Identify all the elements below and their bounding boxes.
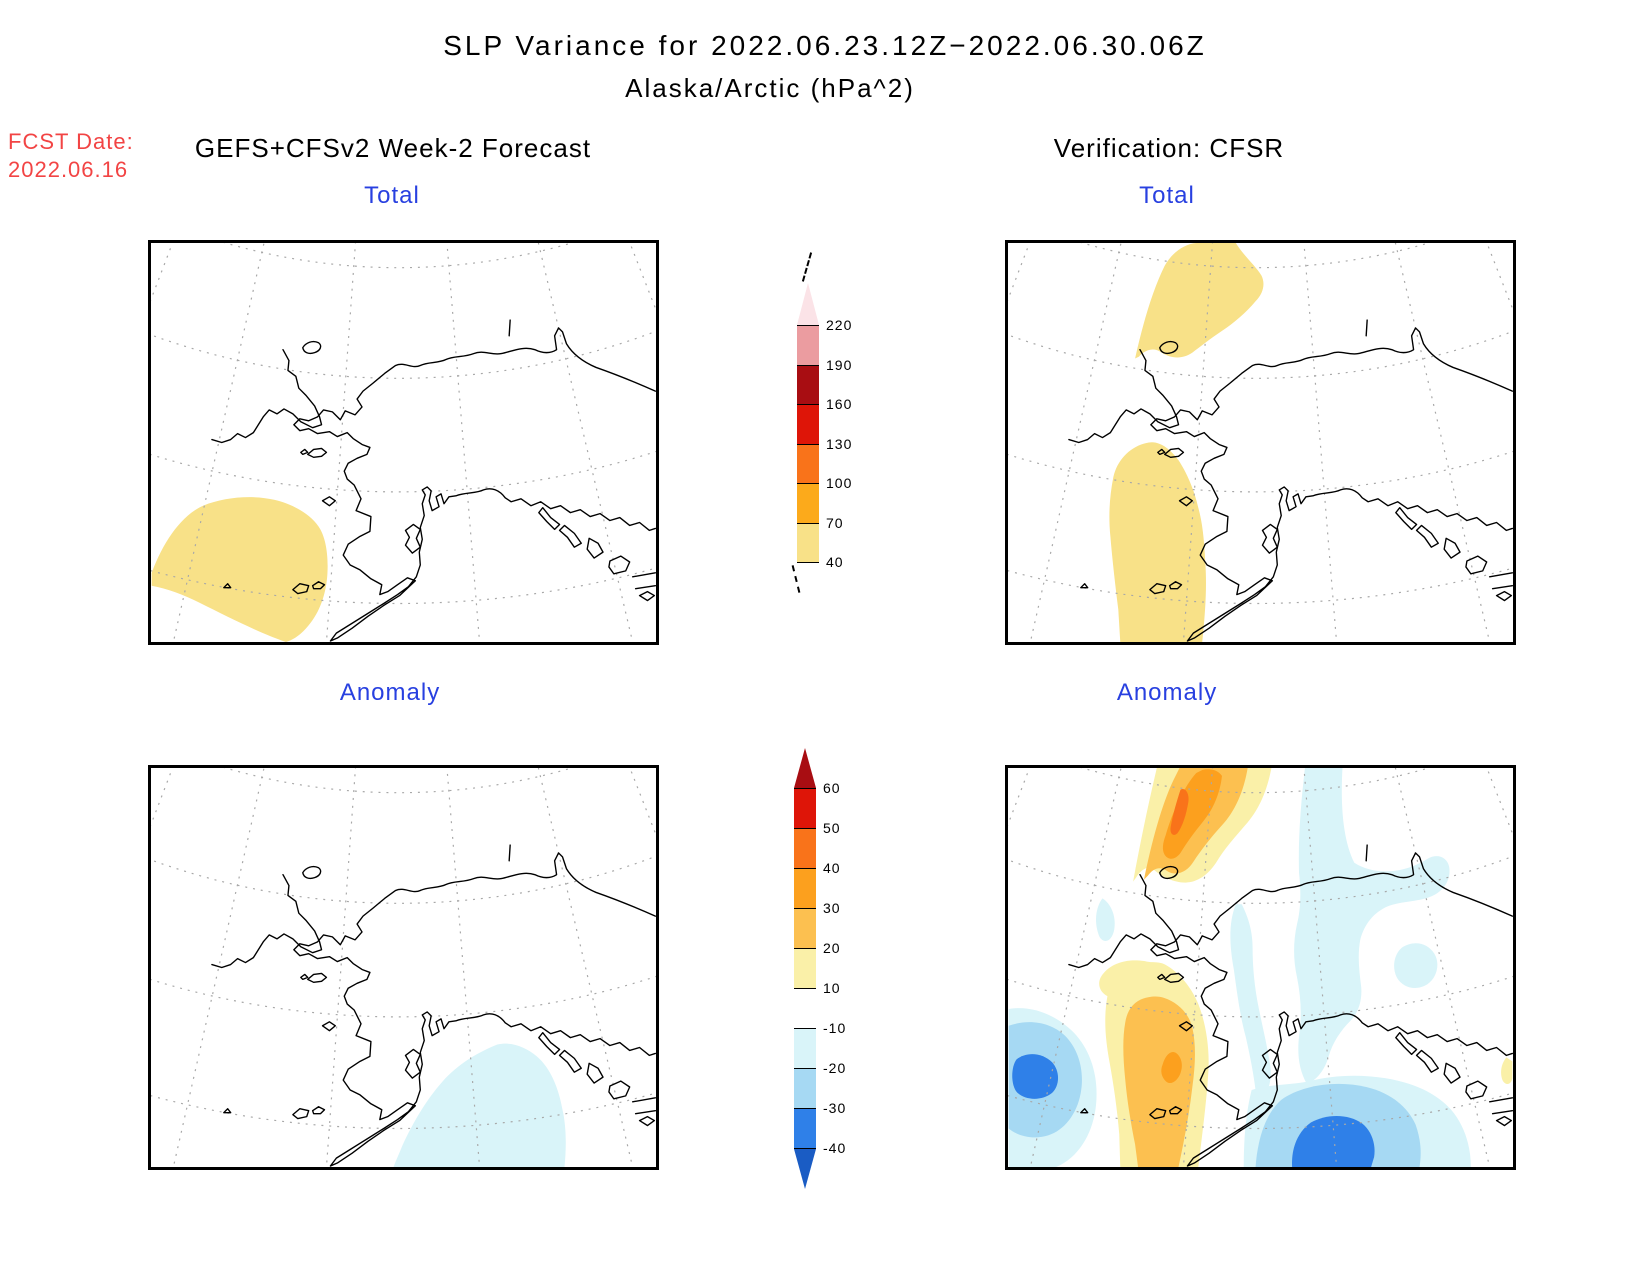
- colorbar-segment: [797, 443, 819, 483]
- map-panel-forecast-total: [148, 240, 659, 645]
- colorbar-segment: [794, 948, 816, 988]
- contour-region-neg-east-lobe: [1394, 943, 1438, 989]
- map-panel-verification-total: [1005, 240, 1516, 645]
- colorbar-arrow-down-icon: [794, 1149, 816, 1189]
- colorbar-tick-label: 10: [823, 980, 841, 996]
- colorbar-segment: [794, 908, 816, 948]
- chart-title: SLP Variance for 2022.06.23.12Z−2022.06.…: [443, 30, 1207, 61]
- colorbar-segment: [794, 868, 816, 908]
- colorbar-tick-label: 220: [826, 317, 853, 333]
- colorbar-curve-mark-bottom: [791, 565, 801, 593]
- contour-region-neg30-40-gulf: [1291, 1116, 1375, 1167]
- colorbar-end-line: [794, 1148, 816, 1149]
- colorbar-tick-label: -40: [823, 1140, 847, 1156]
- colorbar-tick-label: 190: [826, 356, 853, 373]
- column-title-forecast: GEFS+CFSv2 Week-2 Forecast: [194, 133, 592, 163]
- colorbar-tick-label: 40: [826, 554, 844, 570]
- colorbar-segment: [794, 828, 816, 868]
- graticule: [1008, 243, 1513, 642]
- colorbar-segment: [797, 404, 819, 444]
- contour-region-neg10-20-gulf: [393, 1043, 566, 1167]
- contour-region-neg-ne: [1294, 768, 1450, 1085]
- colorbar-curve-mark-top: [801, 252, 813, 282]
- contour-region-40-70-bering: [1109, 442, 1206, 642]
- graticule: [151, 768, 656, 1167]
- contour-region-neg-left-patch: [1096, 898, 1115, 941]
- panel-title-forecast-anomaly: Anomaly: [339, 679, 441, 706]
- chart-subtitle: Alaska/Arctic (hPa^2): [625, 73, 915, 103]
- contour-region-pos10-20-east-sliver: [1501, 1057, 1513, 1084]
- colorbar-segment: [797, 483, 819, 523]
- colorbar-segment: [797, 522, 819, 562]
- contour-region-pos30-40-arctic: [1162, 769, 1222, 859]
- colorbar-total: 220 190 160 130 100 70 40: [797, 283, 851, 570]
- colorbar-tick-label: 20: [823, 940, 841, 956]
- map-panel-forecast-anomaly: [148, 765, 659, 1170]
- colorbar-segment: [794, 988, 816, 1028]
- colorbar-tick-label: 50: [823, 820, 841, 836]
- panel-title-forecast-total: Total: [364, 182, 420, 209]
- contour-region-pos40-50-arctic: [1170, 789, 1189, 835]
- colorbar-segment: [794, 1028, 816, 1068]
- contour-region-neg-band: [1230, 904, 1271, 1104]
- colorbar-tick-label: 40: [823, 860, 841, 876]
- contour-region-40-70: [151, 497, 328, 642]
- colorbar-tick-label: -30: [823, 1100, 847, 1116]
- colorbar-anomaly: 60 50 40 30 20 10 -10 -20 -30 -40: [794, 748, 845, 1189]
- map-verification-total: [1008, 243, 1513, 642]
- contour-region-40-70-arctic: [1135, 243, 1264, 359]
- colorbar-segment: [794, 788, 816, 828]
- colorbar-tick-label: 160: [826, 396, 853, 412]
- colorbar-tick-label: -20: [823, 1060, 847, 1076]
- colorbar-tick-label: -10: [823, 1020, 847, 1036]
- map-forecast-total: [151, 243, 656, 642]
- forecast-date-value: 2022.06.16: [8, 157, 129, 182]
- contour-region-pos30-40-bering: [1161, 1052, 1182, 1084]
- colorbar-arrow-up-icon: [794, 748, 816, 788]
- panel-title-verification-anomaly: Anomaly: [1116, 679, 1218, 706]
- panel-title-verification-total: Total: [1139, 182, 1195, 209]
- colorbar-arrow-up-icon: [797, 283, 819, 325]
- forecast-date-label: FCST Date:: [8, 129, 134, 154]
- map-verification-anomaly: [1008, 768, 1513, 1167]
- colorbar-tick-label: 70: [826, 514, 844, 531]
- colorbar-tick-label: 100: [826, 475, 853, 491]
- colorbar-segment: [797, 364, 819, 404]
- map-panel-verification-anomaly: [1005, 765, 1516, 1170]
- colorbar-segment: [794, 1068, 816, 1108]
- colorbar-tick-label: 130: [826, 435, 853, 452]
- map-forecast-anomaly: [151, 768, 656, 1167]
- column-title-verification: Verification: CFSR: [1053, 133, 1285, 163]
- forecast-date-block: FCST Date: 2022.06.16: [8, 128, 134, 184]
- colorbar-tick-label: 60: [823, 780, 841, 796]
- colorbar-segment: [794, 1108, 816, 1148]
- contour-region-neg30-40-west: [1012, 1054, 1059, 1099]
- contour-region-pos20-30-bering: [1123, 996, 1195, 1167]
- colorbar-end-line: [797, 562, 819, 563]
- colorbar-segment: [797, 325, 819, 365]
- colorbar-tick-label: 30: [823, 900, 841, 916]
